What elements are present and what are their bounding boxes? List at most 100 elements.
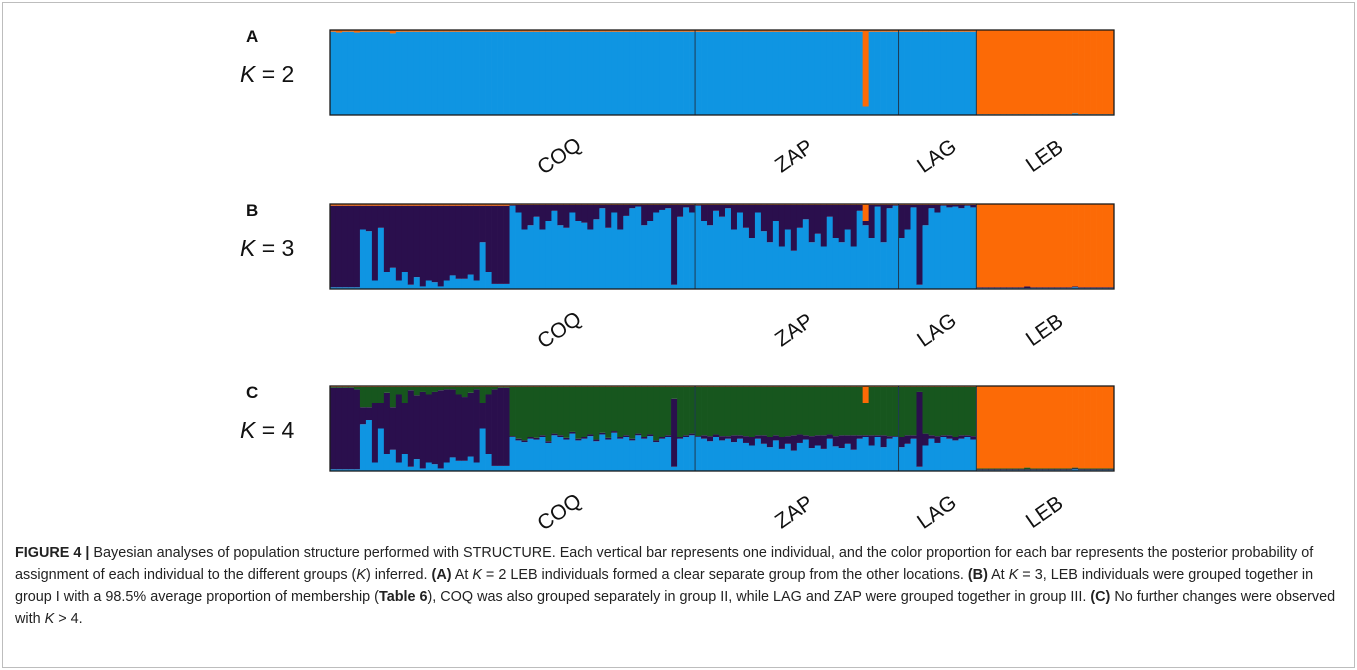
cluster-segment-blue [467, 456, 474, 471]
individual-bar [934, 204, 941, 289]
individual-bar [844, 204, 852, 289]
cluster-segment-purple [491, 389, 498, 466]
cluster-segment-purple [383, 392, 391, 454]
cluster-segment-orange [365, 30, 373, 32]
cluster-segment-blue [695, 205, 702, 289]
individual-bar [623, 30, 630, 116]
individual-bar [802, 204, 810, 289]
cluster-segment-green [389, 386, 397, 408]
individual-bar [1060, 386, 1067, 471]
cluster-segment-purple [503, 387, 510, 466]
cluster-segment-blue [605, 31, 612, 116]
cluster-segment-blue [563, 31, 570, 116]
cluster-segment-blue [838, 448, 846, 471]
cluster-segment-orange [1024, 30, 1031, 115]
cluster-segment-orange [689, 30, 696, 32]
cluster-segment-purple [503, 205, 510, 284]
cluster-segment-blue [491, 283, 498, 289]
cluster-segment-blue [551, 210, 558, 289]
cluster-segment-orange [353, 204, 361, 206]
cluster-segment-orange [976, 30, 983, 115]
cluster-segment-blue [808, 448, 816, 471]
cluster-segment-blue [689, 212, 696, 289]
cluster-segment-blue [970, 439, 977, 471]
cluster-segment-purple [659, 437, 666, 439]
cluster-segment-blue [629, 208, 636, 289]
cluster-segment-blue [365, 231, 373, 289]
cluster-segment-blue [736, 212, 744, 289]
cluster-segment-purple [1102, 469, 1109, 471]
k-label: K = 2 [240, 61, 294, 87]
cluster-segment-orange [1090, 204, 1097, 288]
cluster-segment-blue [934, 31, 941, 116]
cluster-segment-blue [413, 459, 421, 471]
cluster-segment-purple [419, 205, 427, 287]
cluster-segment-orange [1012, 30, 1019, 115]
cluster-segment-purple [395, 394, 403, 463]
cluster-segment-purple [707, 436, 714, 442]
individual-bar [862, 30, 869, 115]
individual-bar [850, 30, 857, 116]
cluster-segment-purple [683, 435, 690, 437]
cluster-segment-purple [401, 205, 409, 272]
cluster-segment-blue [1072, 287, 1079, 289]
cluster-segment-green [814, 386, 822, 436]
cluster-segment-orange [707, 30, 714, 32]
individual-bar [401, 30, 409, 116]
cluster-segment-orange [1084, 30, 1091, 115]
individual-bar [557, 30, 564, 116]
cluster-segment-blue [772, 440, 780, 471]
individual-bar [647, 204, 654, 289]
cluster-segment-purple [1108, 469, 1115, 471]
cluster-segment-purple [808, 204, 816, 243]
individual-bar [395, 30, 403, 116]
cluster-segment-blue [713, 210, 720, 289]
individual-bar [790, 204, 798, 289]
cluster-segment-orange [868, 30, 875, 32]
cluster-segment-blue [539, 437, 546, 471]
cluster-segment-blue [545, 442, 552, 471]
caption-text-1: Bayesian analyses of population structur… [15, 545, 1314, 583]
individual-bar [868, 204, 875, 289]
cluster-segment-blue [922, 31, 929, 116]
cluster-segment-green [665, 386, 672, 436]
individual-bar [443, 30, 451, 116]
individual-bar [724, 386, 732, 471]
cluster-segment-purple [820, 204, 828, 247]
cluster-segment-purple [461, 397, 468, 461]
individual-bar [509, 386, 516, 471]
cluster-segment-purple [653, 440, 660, 443]
cluster-segment-orange [934, 30, 941, 32]
individual-bar [838, 386, 846, 471]
cluster-segment-green [533, 386, 540, 438]
cluster-segment-green [1108, 468, 1115, 470]
cluster-segment-green [551, 386, 558, 434]
cluster-segment-blue [814, 31, 822, 116]
individual-bar [365, 386, 373, 471]
cluster-segment-blue [377, 227, 385, 289]
individual-bar [778, 30, 786, 116]
cluster-segment-purple [916, 204, 923, 285]
cluster-segment-blue [539, 31, 546, 116]
cluster-segment-purple [910, 435, 917, 439]
cluster-segment-orange [611, 30, 618, 32]
cluster-segment-blue [802, 31, 810, 116]
cluster-segment-purple [335, 205, 343, 288]
individual-bar [886, 386, 893, 471]
cluster-segment-green [611, 386, 618, 432]
cluster-segment-blue [647, 31, 654, 116]
cluster-segment-purple [1054, 287, 1061, 289]
cluster-segment-blue [437, 31, 445, 116]
cluster-segment-purple [551, 204, 558, 211]
individual-bar [958, 204, 965, 289]
cluster-segment-purple [413, 205, 421, 278]
individual-bar [1042, 30, 1049, 115]
caption-text-4: = 2 LEB individuals formed a clear separ… [481, 567, 968, 583]
individual-bar [892, 204, 899, 289]
individual-bar [766, 30, 774, 116]
individual-bar [736, 204, 744, 289]
cluster-segment-blue [736, 438, 744, 471]
cluster-segment-purple [353, 389, 361, 470]
cluster-segment-green [730, 386, 738, 436]
caption-label-b: (B) [967, 567, 988, 583]
